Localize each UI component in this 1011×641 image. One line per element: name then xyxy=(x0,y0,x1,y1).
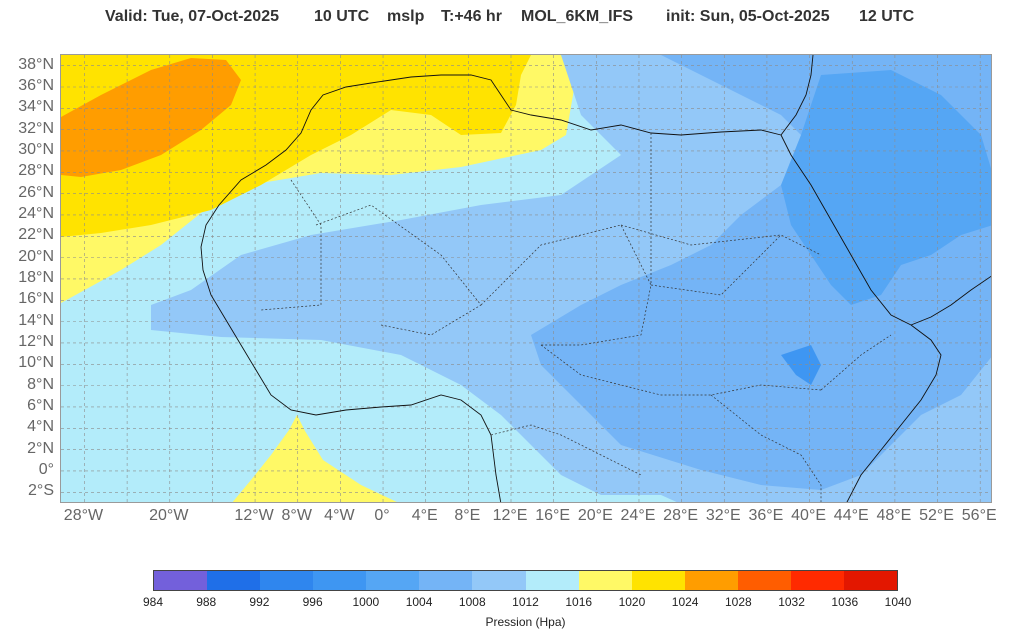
colorbar-swatch xyxy=(260,571,314,590)
field-1016-1020-south xyxy=(232,415,397,502)
lat-tick-label: 12°N xyxy=(18,332,54,350)
lead-time: T:+46 hr xyxy=(441,8,502,25)
colorbar-tick-label: 1040 xyxy=(884,595,912,609)
lat-tick-label: 34°N xyxy=(18,98,54,116)
map-title: Valid: Tue, 07-Oct-2025 10 UTC mslp T:+4… xyxy=(0,8,1011,28)
lat-tick-label: 36°N xyxy=(18,76,54,94)
colorbar-tick-label: 1032 xyxy=(778,595,805,609)
lat-tick-label: 38°N xyxy=(18,55,54,73)
init-time: 12 UTC xyxy=(859,8,915,25)
lat-tick-label: 32°N xyxy=(18,119,54,137)
colorbar-swatch xyxy=(790,571,845,590)
lon-tick-label: 52°E xyxy=(919,507,954,524)
colorbar-tick-label: 1008 xyxy=(458,595,486,609)
lon-tick-label: 24°E xyxy=(620,507,656,524)
model-name: MOL_6KM_IFS xyxy=(521,8,634,25)
valid-date: Valid: Tue, 07-Oct-2025 xyxy=(105,8,279,25)
lon-tick-label: 12°E xyxy=(492,507,528,524)
colorbar-tick-label: 1020 xyxy=(618,595,646,609)
colorbar-swatch xyxy=(472,571,526,590)
colorbar-swatch xyxy=(525,571,579,590)
field-name: mslp xyxy=(387,8,425,25)
colorbar-swatch xyxy=(737,571,791,590)
lon-tick-label: 20°W xyxy=(149,507,189,524)
lat-tick-label: 26°N xyxy=(18,183,54,201)
lon-tick-label: 28°E xyxy=(663,507,699,524)
lat-tick-label: 20°N xyxy=(18,247,54,265)
lon-tick-label: 8°W xyxy=(281,507,312,524)
colorbar-tick-label: 996 xyxy=(302,595,323,609)
colorbar-tick-label: 1024 xyxy=(671,595,699,609)
colorbar xyxy=(153,570,898,591)
lon-tick-label: 4°W xyxy=(324,507,355,524)
init-date: init: Sun, 05-Oct-2025 xyxy=(666,8,830,25)
lon-tick-label: 8°E xyxy=(454,507,481,524)
valid-time: 10 UTC xyxy=(314,8,370,25)
lon-tick-label: 56°E xyxy=(961,507,997,524)
lon-tick-label: 12°W xyxy=(234,507,274,524)
colorbar-swatch xyxy=(154,571,208,590)
lat-tick-label: 2°N xyxy=(27,439,54,457)
colorbar-tick-label: 984 xyxy=(142,595,164,609)
colorbar-tick-label: 988 xyxy=(196,595,217,609)
colorbar-tick-label: 1036 xyxy=(831,595,859,609)
lat-tick-label: 28°N xyxy=(18,162,54,180)
lat-tick-label: 6°N xyxy=(27,396,54,414)
lon-tick-label: 32°E xyxy=(705,507,741,524)
lat-tick-label: 8°N xyxy=(27,375,54,393)
lon-tick-label: 20°E xyxy=(577,507,613,524)
lon-tick-label: 44°E xyxy=(833,507,869,524)
colorbar-tick-label: 1012 xyxy=(512,595,539,609)
lat-tick-label: 22°N xyxy=(18,226,54,244)
colorbar-swatch xyxy=(366,571,420,590)
lon-tick-label: 16°E xyxy=(535,507,571,524)
pressure-map[interactable] xyxy=(60,54,992,503)
colorbar-swatch xyxy=(684,571,738,590)
lon-tick-label: 48°E xyxy=(876,507,912,524)
country-borders xyxy=(260,133,892,502)
lon-tick-label: 40°E xyxy=(791,507,827,524)
colorbar-tick-label: 992 xyxy=(249,595,270,609)
colorbar-title: Pression (Hpa) xyxy=(485,615,566,629)
colorbar-swatch xyxy=(631,571,685,590)
colorbar-swatch xyxy=(578,571,632,590)
lat-tick-label: 24°N xyxy=(18,204,54,222)
lon-tick-label: 4°E xyxy=(411,507,438,524)
lat-tick-label: 10°N xyxy=(18,354,54,372)
colorbar-tick-label: 1004 xyxy=(405,595,433,609)
lat-tick-label: 16°N xyxy=(18,290,54,308)
field-1024-1028 xyxy=(61,58,241,177)
lat-tick-label: 30°N xyxy=(18,140,54,158)
lon-tick-label: 28°W xyxy=(63,507,104,524)
coastlines xyxy=(200,55,991,502)
field-996-1000 xyxy=(781,345,821,385)
colorbar-tick-label: 1016 xyxy=(565,595,593,609)
field-1000-1004 xyxy=(781,70,991,305)
lon-tick-label: 0° xyxy=(374,507,390,524)
colorbar-tick-label: 1000 xyxy=(352,595,380,609)
colorbar-swatch xyxy=(844,571,898,590)
colorbar-swatch xyxy=(313,571,367,590)
colorbar-swatch xyxy=(419,571,473,590)
lat-tick-label: 18°N xyxy=(18,268,54,286)
colorbar-tick-label: 1028 xyxy=(724,595,752,609)
lat-tick-label: 0° xyxy=(38,460,54,478)
lon-tick-label: 36°E xyxy=(748,507,784,524)
lat-tick-label: 2°S xyxy=(28,482,54,500)
lat-tick-label: 4°N xyxy=(27,418,54,436)
colorbar-swatch xyxy=(207,571,261,590)
graticule xyxy=(61,55,991,502)
lat-tick-label: 14°N xyxy=(18,311,54,329)
